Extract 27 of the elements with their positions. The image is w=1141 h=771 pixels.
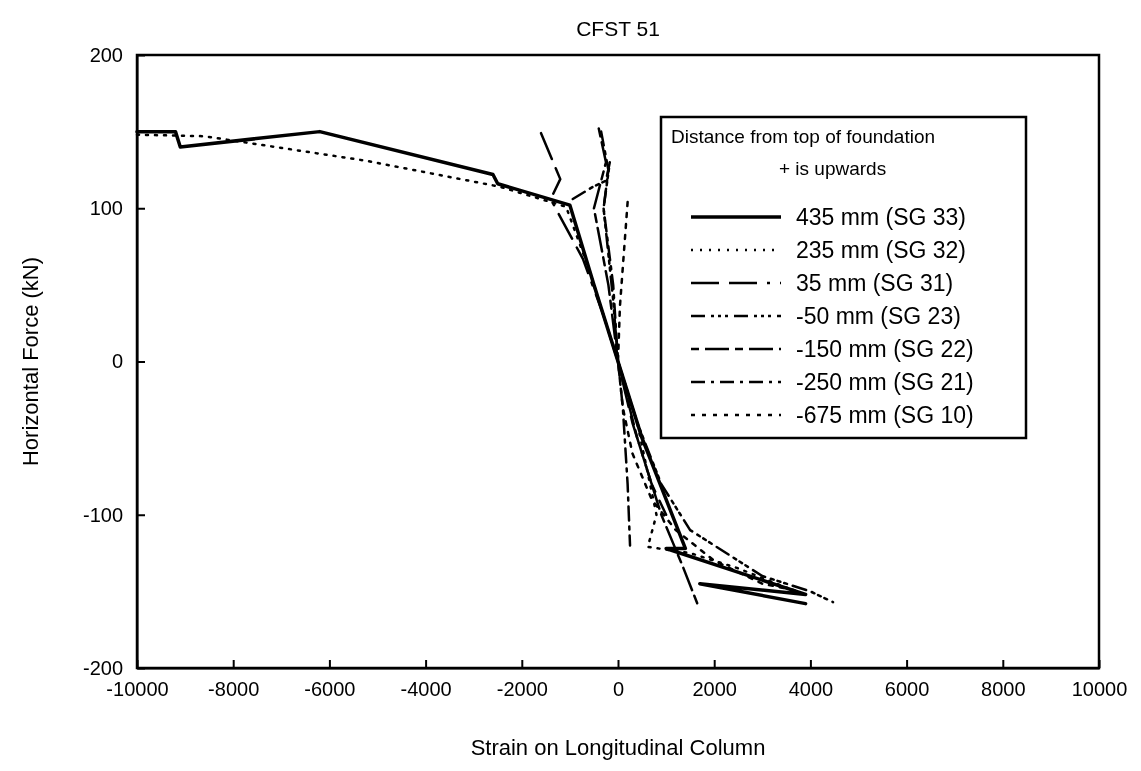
x-axis-title: Strain on Longitudinal Column: [470, 735, 766, 760]
x-tick-label: 10000: [1071, 678, 1128, 701]
y-tick-label: 200: [89, 43, 123, 66]
legend-title: Distance from top of foundation + is upwards: [671, 126, 936, 179]
x-tick-label: 0: [612, 678, 625, 701]
chart-title: CFST 51: [576, 17, 660, 40]
y-tick-label: -100: [82, 503, 123, 526]
legend-label: 235 mm (SG 32): [796, 237, 966, 263]
y-axis-title: Horizontal Force (kN): [18, 256, 43, 467]
x-tick-label: -10000: [106, 678, 169, 701]
y-tick-label: 100: [89, 197, 123, 220]
y-tick-label: 0: [111, 350, 123, 373]
x-tick-label: 2000: [692, 678, 737, 701]
legend-label: -675 mm (SG 10): [796, 402, 974, 428]
x-tick-label: -4000: [400, 678, 452, 701]
x-tick-label: -6000: [304, 678, 356, 701]
legend-label: 35 mm (SG 31): [796, 270, 954, 296]
x-tick-label: -2000: [496, 678, 548, 701]
x-tick-label: -8000: [208, 678, 260, 701]
x-tick-label: 8000: [981, 678, 1026, 701]
legend-label: -150 mm (SG 22): [796, 336, 974, 362]
x-tick-label: 4000: [788, 678, 834, 701]
legend-label: -250 mm (SG 21): [796, 369, 974, 395]
x-tick-label: 6000: [884, 678, 930, 701]
y-tick-label: -200: [82, 656, 123, 679]
legend-label: -50 mm (SG 23): [796, 303, 961, 329]
legend-label: 435 mm (SG 33): [796, 204, 966, 230]
